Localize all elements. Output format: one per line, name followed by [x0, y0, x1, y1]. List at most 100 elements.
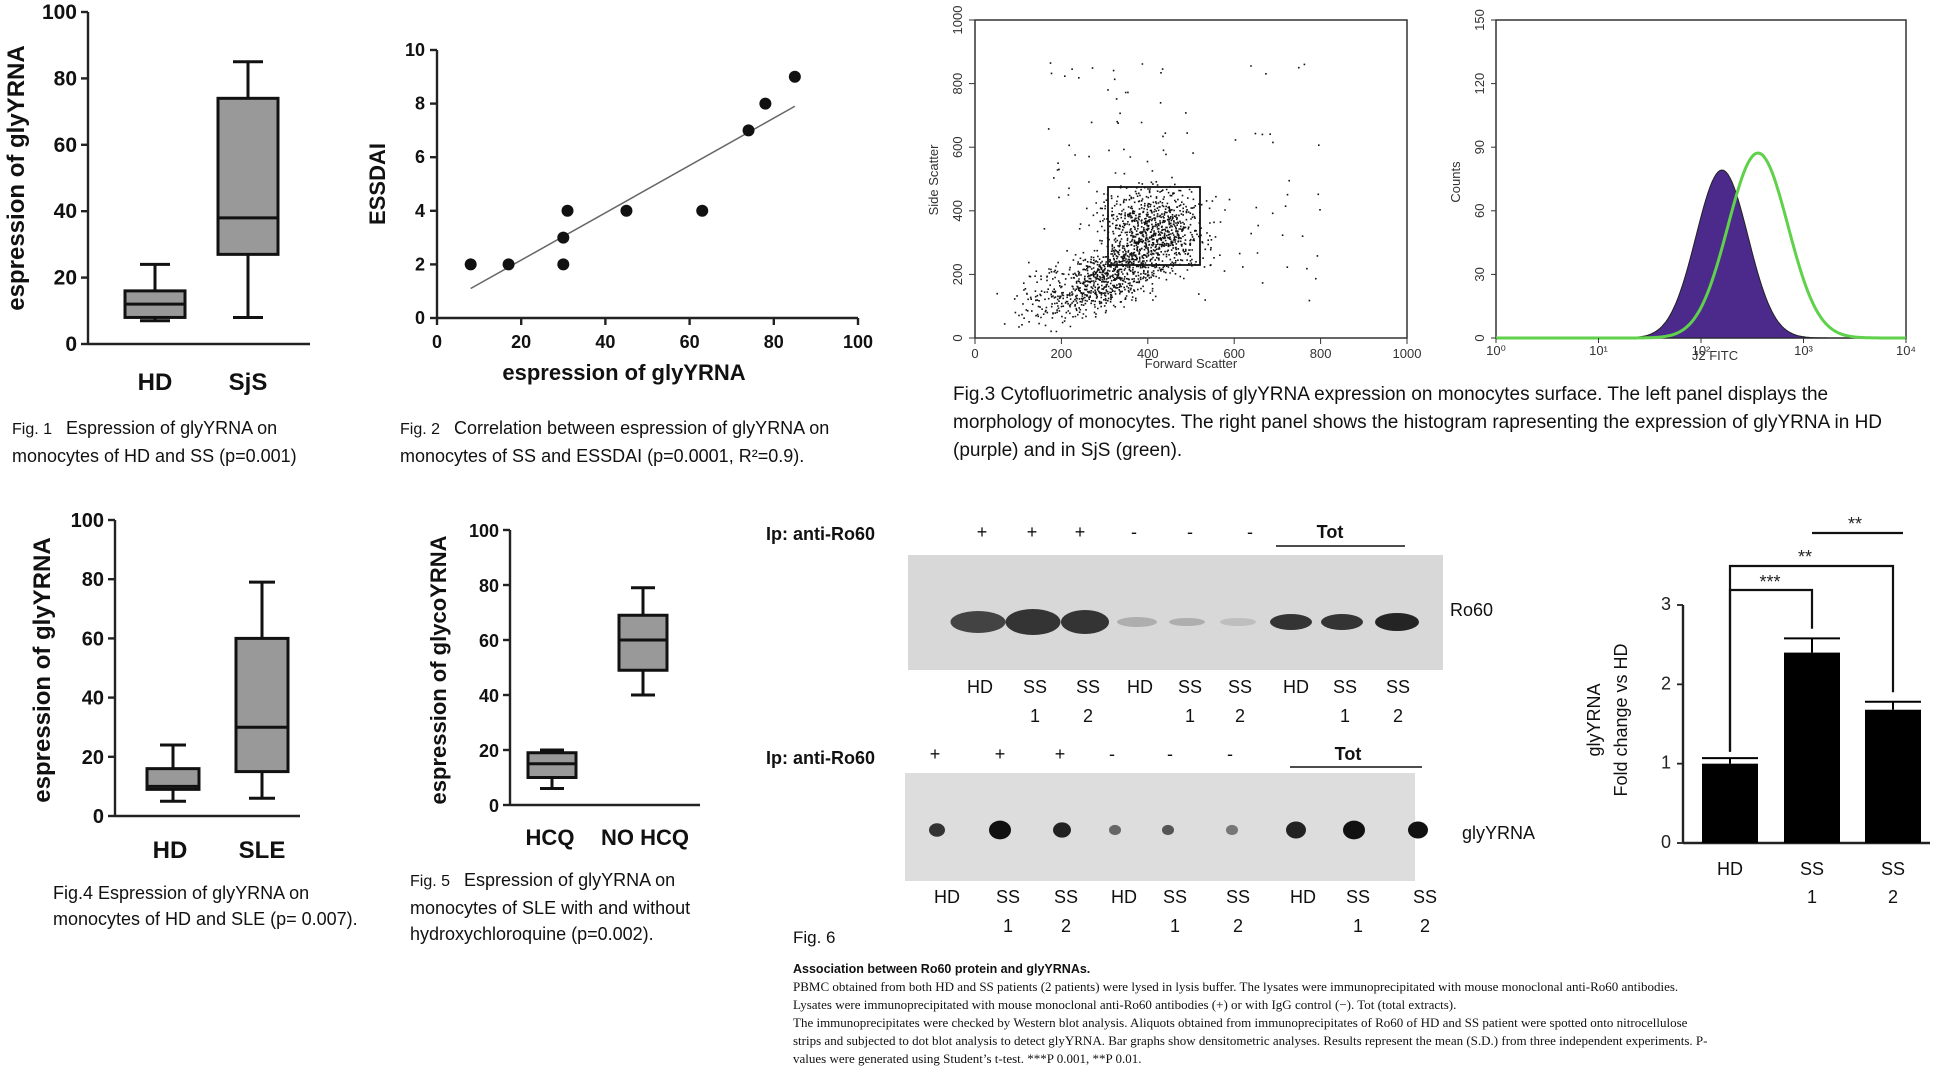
bar-xlabel: HD — [1717, 859, 1743, 879]
fig3-dot-xlabel: Forward Scatter — [1145, 356, 1238, 371]
dot-lane-sub: 1 — [1170, 916, 1180, 936]
bar-xlabel: SS — [1800, 859, 1824, 879]
fig5-caption-num: Fig. 5 — [410, 873, 451, 890]
fig2-xtick-label: 40 — [595, 332, 615, 352]
fig4-box — [234, 636, 290, 774]
dot-blot-spot — [1286, 821, 1306, 839]
fig5-ytick-label: 60 — [479, 631, 499, 651]
western-lane-label: HD — [1127, 677, 1153, 697]
ip-label-western: Ip: anti-Ro60 — [766, 524, 875, 544]
fig1-ytick-label: 20 — [54, 267, 77, 290]
fig3-histogram: 10⁰ 10¹ 10² 10³ 10⁴ 0 30 60 90 120 150 J2 FITC Cou… — [1448, 9, 1916, 363]
dot-lane-label: SS — [996, 887, 1020, 907]
fig3-hist-ytick-label: 90 — [1472, 140, 1487, 154]
dot-lane-label: SS — [1226, 887, 1250, 907]
fig2-caption-text: Correlation between espression of glyYRN… — [400, 418, 830, 466]
fig6-label: Fig. 6 — [793, 928, 836, 947]
western-band — [950, 611, 1006, 633]
fig3-hist-ytick-label: 150 — [1472, 9, 1487, 31]
tot-label-1: Tot — [1317, 522, 1344, 542]
fig3-dot-ytick-label: 1000 — [950, 6, 965, 35]
fig3-caption: Fig.3 Cytofluorimetric analysis of glyYR… — [953, 384, 1883, 461]
fig4-ylabel: espression of glyYRNA — [29, 537, 56, 802]
fig3-hist-xtick-label: 10² — [1692, 343, 1711, 358]
western-lane-label: SS — [1023, 677, 1047, 697]
western-sign: - — [1131, 522, 1137, 542]
fig2-xlabel: espression of glyYRNA — [502, 360, 745, 385]
western-band — [1005, 609, 1061, 635]
fig2-ytick-label: 4 — [415, 201, 425, 221]
fig5-caption-text: Espression of glyYRNA on monocytes of SL… — [410, 870, 691, 944]
fig4-xlabel-hd: HD — [153, 837, 188, 864]
fig2-scatter: 0 20 40 60 80 100 0 2 4 6 8 10 ESSDAI espression of… — [365, 40, 873, 385]
fig3-dot-ylabel: Side Scatter — [926, 144, 941, 215]
dot-lane-sub: 2 — [1233, 916, 1243, 936]
fig3-gate — [1107, 186, 1201, 266]
fig2-point — [788, 70, 801, 83]
western-lane-label: HD — [967, 677, 993, 697]
western-lane-label: SS — [1228, 677, 1252, 697]
fig1-ytick-label: 0 — [65, 333, 77, 356]
ip-label-dot: Ip: anti-Ro60 — [766, 748, 875, 768]
fig3-hist-xlabel: J2 FITC — [1692, 348, 1738, 363]
fig3-dot-xtick-label: 200 — [1051, 346, 1073, 361]
dot-lane-sub: 2 — [1420, 916, 1430, 936]
fig6-caption-line5: values were generated using Student’s t-… — [793, 1051, 1142, 1066]
fig6-caption-title: Association between Ro60 protein and gly… — [793, 962, 1091, 976]
sig-bracket-hd-ss2 — [1728, 564, 1895, 752]
fig1-xlabel-hd: HD — [138, 369, 173, 396]
western-band — [1169, 618, 1205, 626]
western-sign: + — [1027, 522, 1038, 542]
western-lane-label: HD — [1283, 677, 1309, 697]
bar-xlabel-sub: 1 — [1807, 887, 1817, 907]
dot-blot-spot — [989, 820, 1011, 840]
fig5-ytick-label: 40 — [479, 686, 499, 706]
dot-blot-spot — [929, 823, 945, 837]
fig2-caption-num: Fig. 2 — [400, 421, 441, 438]
fig3-dot-ytick-label: 400 — [950, 200, 965, 222]
dot-sign: - — [1227, 744, 1233, 764]
dot-sign: + — [930, 744, 941, 764]
dot-blot-spot — [1109, 824, 1121, 836]
bar — [1865, 709, 1921, 843]
fig2-point — [696, 204, 709, 217]
fig2-xtick-label: 80 — [764, 332, 784, 352]
dot-blot-spot — [1343, 820, 1365, 840]
dot-sign: + — [995, 744, 1006, 764]
fig5-ytick-label: 100 — [469, 521, 499, 541]
fig3-dot-xtick-label: 1000 — [1393, 346, 1422, 361]
western-band — [1270, 614, 1312, 630]
bar — [1784, 652, 1840, 843]
dot-sign: - — [1167, 744, 1173, 764]
fig6-caption-line3: The immunoprecipitates were checked by W… — [793, 1015, 1688, 1030]
bar — [1702, 763, 1758, 843]
western-lane-sub: 1 — [1030, 706, 1040, 726]
dot-lane-sub: 1 — [1353, 916, 1363, 936]
dot-lane-label: HD — [1290, 887, 1316, 907]
fig3-hist-xtick-label: 10⁴ — [1896, 343, 1916, 358]
fig3-hist-xtick-label: 10¹ — [1589, 343, 1608, 358]
dot-lane-label: SS — [1413, 887, 1437, 907]
bar-ytick-label: 1 — [1661, 753, 1671, 773]
fig2-point — [464, 258, 477, 271]
fig3-dot-xtick-label: 400 — [1137, 346, 1159, 361]
western-lane-label: SS — [1333, 677, 1357, 697]
dot-lane-sub: 1 — [1003, 916, 1013, 936]
fig2-xtick-label: 60 — [680, 332, 700, 352]
fig3-events — [996, 62, 1321, 333]
western-lane-label: SS — [1076, 677, 1100, 697]
fig3-dot-ytick-label: 800 — [950, 73, 965, 95]
fig3-dot-xtick-label: 0 — [971, 346, 978, 361]
fig1-caption-num: Fig. 1 — [12, 421, 53, 438]
dot-blot-spot — [1226, 824, 1238, 836]
bar-ytick-label: 3 — [1661, 594, 1671, 614]
fig5-ytick-label: 20 — [479, 741, 499, 761]
dot-blot-spot — [1162, 824, 1174, 836]
bar-ytick-label: 0 — [1661, 832, 1671, 852]
sig-mark: ** — [1798, 547, 1812, 567]
fig1-ytick-label: 60 — [54, 134, 77, 157]
fig2-point — [620, 204, 633, 217]
western-band — [1061, 610, 1109, 634]
